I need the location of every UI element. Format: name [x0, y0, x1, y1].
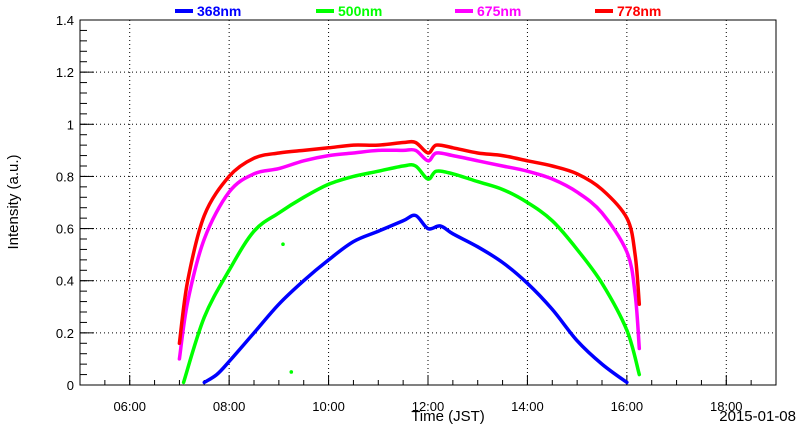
y-tick-label: 1	[67, 117, 74, 132]
x-tick-label: 08:00	[213, 399, 246, 414]
outlier-point	[281, 242, 285, 247]
y-tick-label: 1.4	[56, 13, 74, 28]
y-axis-title: Intensity (a.u.)	[5, 154, 22, 249]
legend-label-675nm: 675nm	[477, 3, 521, 19]
y-tick-label: 1.2	[56, 65, 74, 80]
x-tick-label: 16:00	[611, 399, 644, 414]
x-tick-label: 10:00	[312, 399, 345, 414]
outlier-point	[289, 370, 294, 374]
series-line-368nm	[202, 213, 629, 385]
axis-ticks: 06:00 08:00 10:00 12:00 14:00 16:00 18:00 0 0.2 0…	[56, 13, 777, 414]
legend-label-778nm: 778nm	[617, 3, 661, 19]
series-line-778nm	[177, 139, 642, 346]
y-tick-label: 0.4	[56, 274, 74, 289]
date-label: 2015-01-08	[719, 408, 796, 425]
legend-label-500nm: 500nm	[338, 3, 382, 19]
series-group	[177, 139, 642, 385]
y-tick-label: 0	[67, 378, 74, 393]
x-tick-label: 06:00	[113, 399, 146, 414]
x-tick-label: 18:00	[710, 399, 743, 414]
y-tick-label: 0.6	[56, 222, 74, 237]
x-axis-title: Time (JST)	[411, 408, 485, 425]
y-tick-label: 0.8	[56, 169, 74, 184]
series-line-675nm	[177, 147, 642, 361]
y-tick-label: 0.2	[56, 326, 74, 341]
legend: 368nm 500nm 675nm 778nm	[175, 3, 661, 19]
legend-label-368nm: 368nm	[197, 3, 241, 19]
series-line-500nm	[181, 163, 642, 385]
x-tick-label: 14:00	[511, 399, 544, 414]
grid-lines	[80, 20, 776, 385]
x-tick-label: 12:00	[412, 399, 445, 414]
